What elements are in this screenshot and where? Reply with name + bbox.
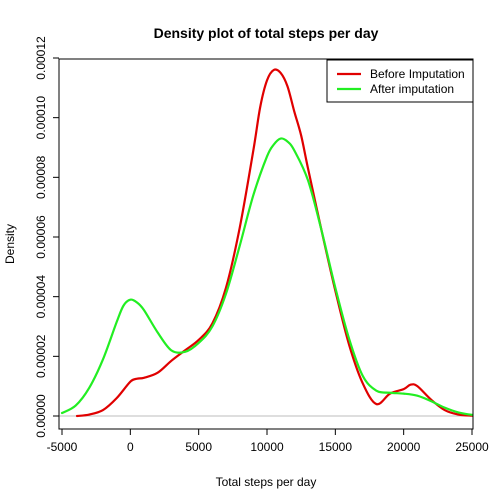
y-axis-label: Density [3, 224, 17, 264]
x-tick-label: 15000 [319, 440, 353, 454]
y-tick-label: 0.00008 [34, 155, 48, 199]
y-tick-label: 0.00000 [34, 394, 48, 438]
series-line-after-imputation [60, 137, 473, 417]
legend-label-after-imputation: After imputation [370, 82, 454, 96]
legend-label-before-imputation: Before Imputation [370, 67, 465, 81]
x-tick-label: 10000 [250, 440, 284, 454]
x-tick-label: -5000 [47, 440, 78, 454]
legend-box [326, 59, 474, 103]
series-line-before-imputation [75, 68, 473, 418]
y-tick-label: 0.00004 [34, 275, 48, 319]
x-tick-label: 20000 [387, 440, 421, 454]
x-tick-label: 5000 [185, 440, 212, 454]
x-axis: -5000 0 5000 10000 15000 20000 25000 [47, 429, 489, 454]
plot-frame [58, 58, 474, 430]
y-tick-label: 0.00010 [34, 96, 48, 140]
y-axis: 0.00000 0.00002 0.00004 0.00006 0.00008 0.000… [34, 36, 59, 438]
y-tick-label: 0.00006 [34, 215, 48, 259]
plot-area [59, 68, 473, 418]
chart-title: Density plot of total steps per day [154, 25, 379, 41]
x-tick-label: 0 [127, 440, 134, 454]
y-tick-label: 0.00002 [34, 334, 48, 378]
x-axis-label: Total steps per day [216, 475, 317, 489]
y-tick-label: 0.00012 [34, 36, 48, 80]
x-tick-label: 25000 [455, 440, 489, 454]
